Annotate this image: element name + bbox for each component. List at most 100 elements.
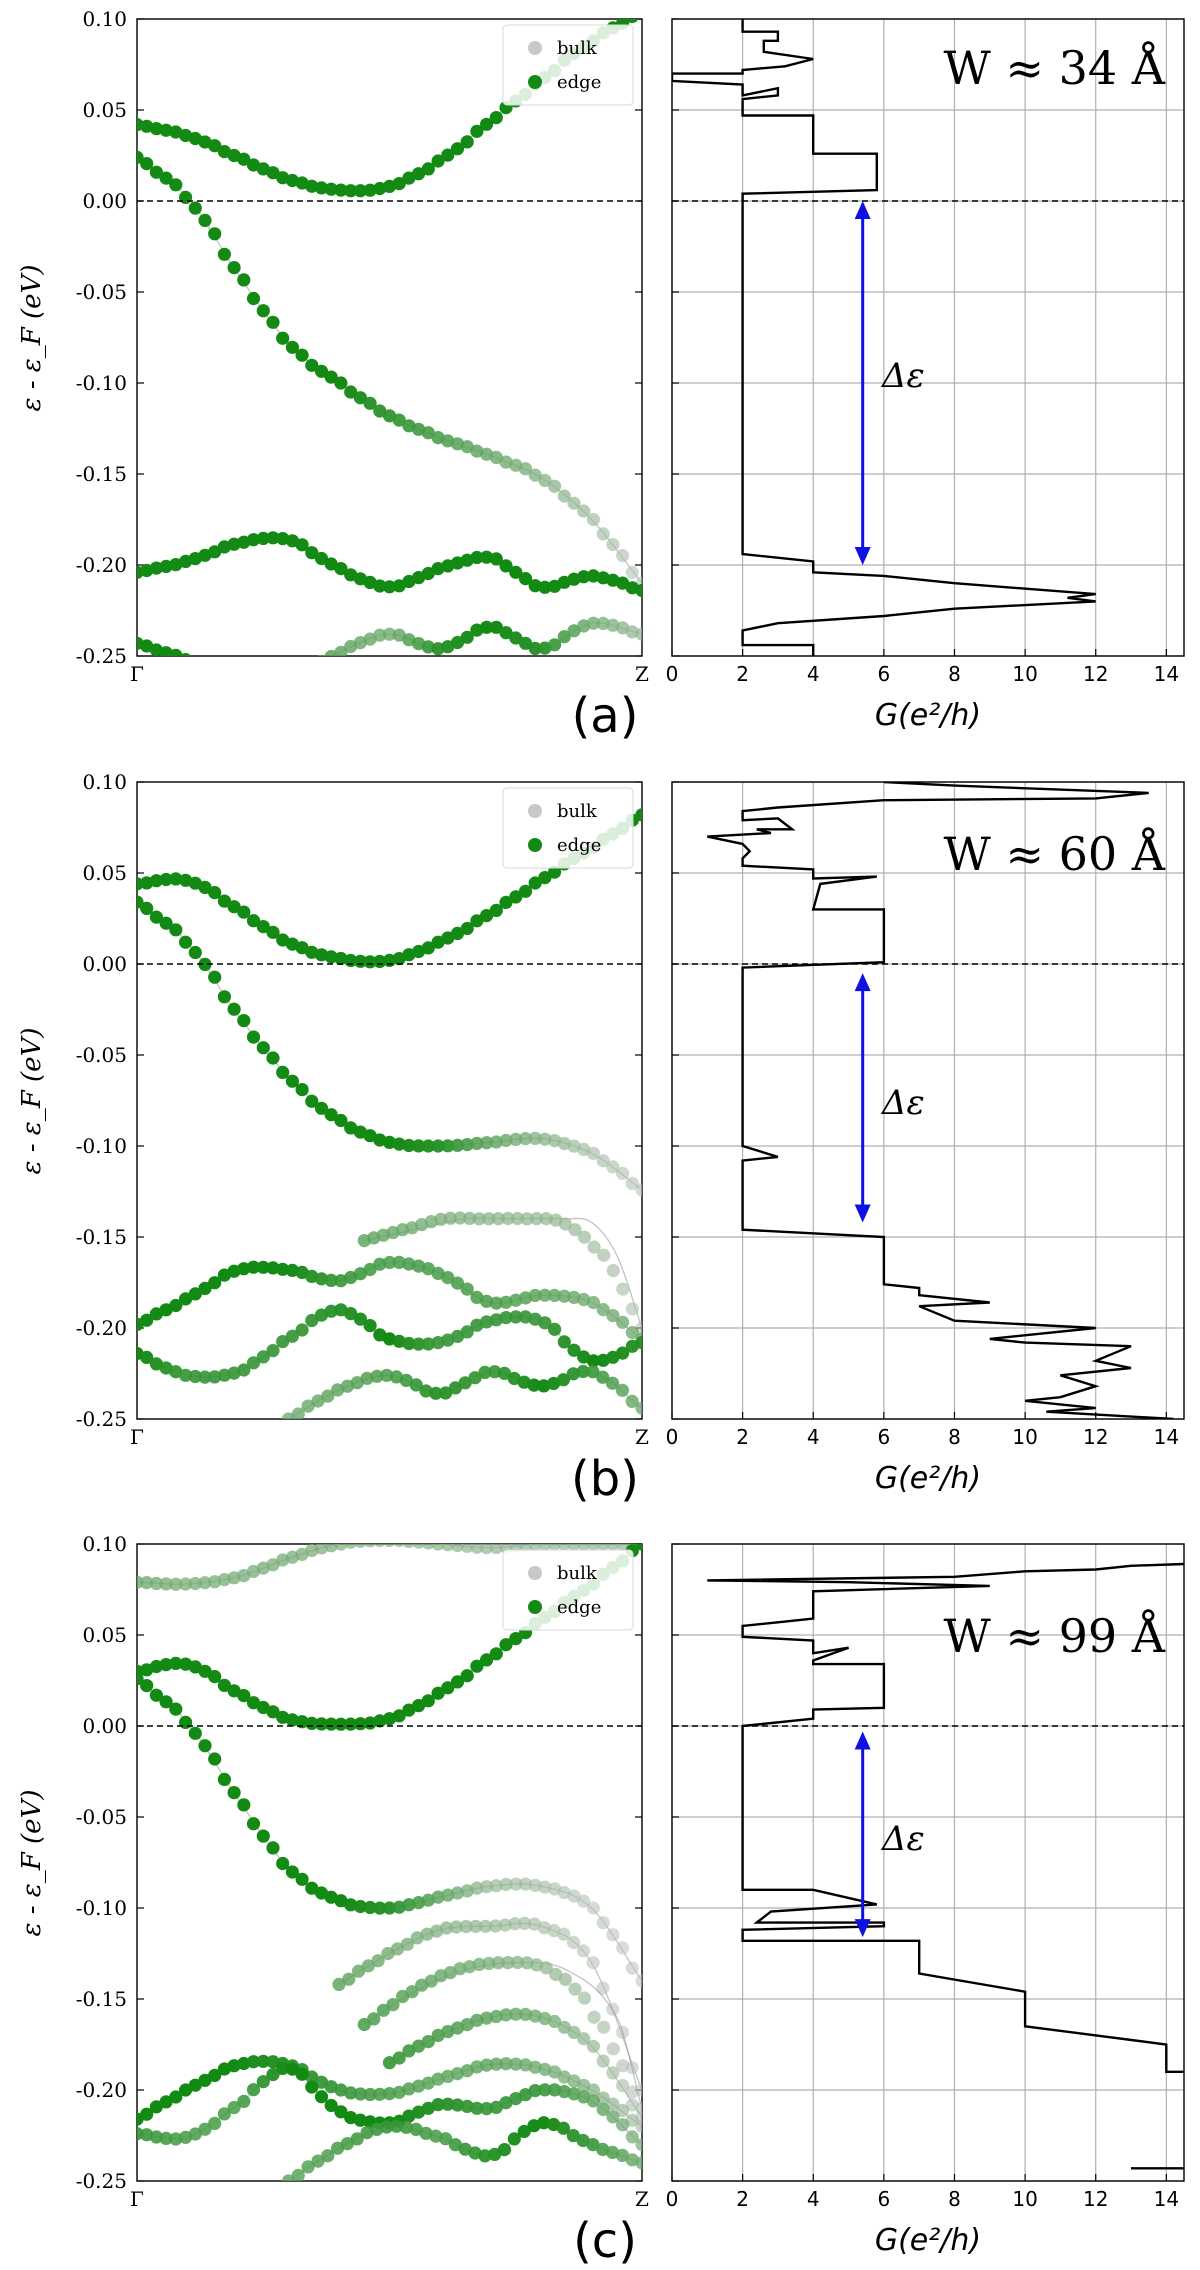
- band-point: [189, 656, 202, 669]
- band-point: [321, 1389, 335, 1403]
- band: [137, 616, 642, 687]
- band-point: [460, 135, 474, 149]
- band-point: [421, 426, 435, 440]
- band-point: [530, 1212, 544, 1226]
- band-point: [538, 473, 552, 487]
- band-point: [491, 1212, 505, 1226]
- band-point: [291, 1407, 305, 1419]
- band-point: [538, 2083, 552, 2097]
- band-point: [256, 2054, 270, 2068]
- band-point: [373, 954, 387, 969]
- ytick-label: 0.10: [82, 1532, 127, 1556]
- band-point: [518, 1877, 533, 1891]
- band-point: [334, 1544, 348, 1551]
- band-point: [577, 1991, 592, 2005]
- band-point: [363, 396, 377, 410]
- band-point: [140, 1576, 154, 1590]
- band: [357, 1955, 642, 2115]
- band-point: [169, 872, 183, 886]
- band-point: [577, 504, 591, 518]
- band-point: [596, 2054, 610, 2068]
- band-point: [501, 1956, 515, 1970]
- band-point: [489, 1135, 503, 1149]
- band-point: [625, 1176, 639, 1190]
- band-point: [499, 1133, 513, 1148]
- band-point: [342, 1972, 356, 1986]
- band-point: [374, 1544, 386, 1547]
- band-point: [586, 2138, 600, 2152]
- band-point: [382, 580, 397, 594]
- band-point: [367, 2012, 381, 2026]
- band-point: [616, 2059, 630, 2073]
- band-point: [314, 1272, 329, 1286]
- band-point: [257, 674, 270, 687]
- band-point: [497, 2143, 512, 2157]
- band-point: [237, 1262, 251, 1276]
- conductance-line: [707, 782, 1174, 1419]
- band-point: [353, 391, 367, 405]
- band-point: [179, 1715, 193, 1729]
- band-point: [548, 479, 562, 493]
- conductance-line: [707, 1562, 1184, 2073]
- band-point: [198, 1664, 212, 1678]
- band-point: [198, 2122, 212, 2136]
- band-point: [140, 1679, 154, 1693]
- band-point: [198, 1281, 212, 1295]
- band-plot-b: 0.100.050.00-0.05-0.10-0.15-0.20-0.25 Γ …: [76, 770, 649, 1449]
- band-point: [412, 1337, 426, 1351]
- band-point: [169, 1656, 183, 1670]
- band-point: [468, 1371, 482, 1385]
- band-point: [577, 1544, 591, 1551]
- band-point: [586, 1956, 600, 1970]
- band: [137, 1544, 642, 1591]
- band-point: [489, 903, 503, 918]
- legend-b: bulk edge: [502, 787, 634, 869]
- band-point: [605, 2145, 620, 2159]
- band-point: [371, 1954, 385, 1968]
- band-point: [266, 1841, 280, 1855]
- band-point: [409, 1378, 423, 1392]
- band-point: [361, 1959, 375, 1973]
- band-point: [324, 1717, 338, 1731]
- band-point: [616, 1346, 630, 1360]
- band-point: [246, 1260, 261, 1274]
- conductance-plot-b: 0 2 4 6 8 10 12 14 W ≈ 60 Å Δε G(e²/h): [666, 781, 1185, 1496]
- band-axes-frame-a: [136, 18, 643, 657]
- band-point: [509, 631, 523, 645]
- band-point: [568, 1223, 582, 1237]
- legend-c: bulk edge: [502, 1549, 634, 1631]
- band-point: [217, 990, 231, 1004]
- band-point: [218, 668, 231, 681]
- band-point: [402, 1138, 416, 1153]
- band-point: [441, 1681, 455, 1695]
- band-point: [246, 1817, 261, 1831]
- band-point: [557, 630, 571, 644]
- band-point: [625, 565, 639, 579]
- band-point: [470, 2101, 484, 2115]
- band-point: [488, 1365, 502, 1379]
- band-point: [149, 910, 163, 924]
- band-point: [266, 1705, 280, 1719]
- band-point: [159, 916, 173, 930]
- band-point: [159, 1658, 173, 1672]
- cond-axes-frame-a: [671, 18, 1185, 657]
- band-point: [528, 1131, 542, 1145]
- gap-arrow-head-bottom: [854, 1919, 871, 1938]
- legend-box-c: [502, 1549, 634, 1631]
- band-point: [616, 1315, 630, 1329]
- band-point: [363, 1900, 377, 1915]
- band-point: [311, 1394, 325, 1408]
- gap-arrow-head-top: [854, 1731, 871, 1750]
- band-point: [276, 331, 290, 345]
- band-point: [450, 635, 465, 650]
- conductance-series-a: [672, 19, 1096, 656]
- gap-arrow-head-top: [854, 201, 871, 219]
- band-point: [509, 1877, 523, 1891]
- band-point: [606, 1309, 620, 1323]
- band-point: [567, 2025, 581, 2039]
- band-point: [188, 1287, 202, 1301]
- band-point: [460, 630, 474, 644]
- ytick-label: 0.00: [82, 952, 127, 976]
- band-point: [334, 183, 348, 197]
- width-label-a: W ≈ 34 Å: [944, 40, 1166, 95]
